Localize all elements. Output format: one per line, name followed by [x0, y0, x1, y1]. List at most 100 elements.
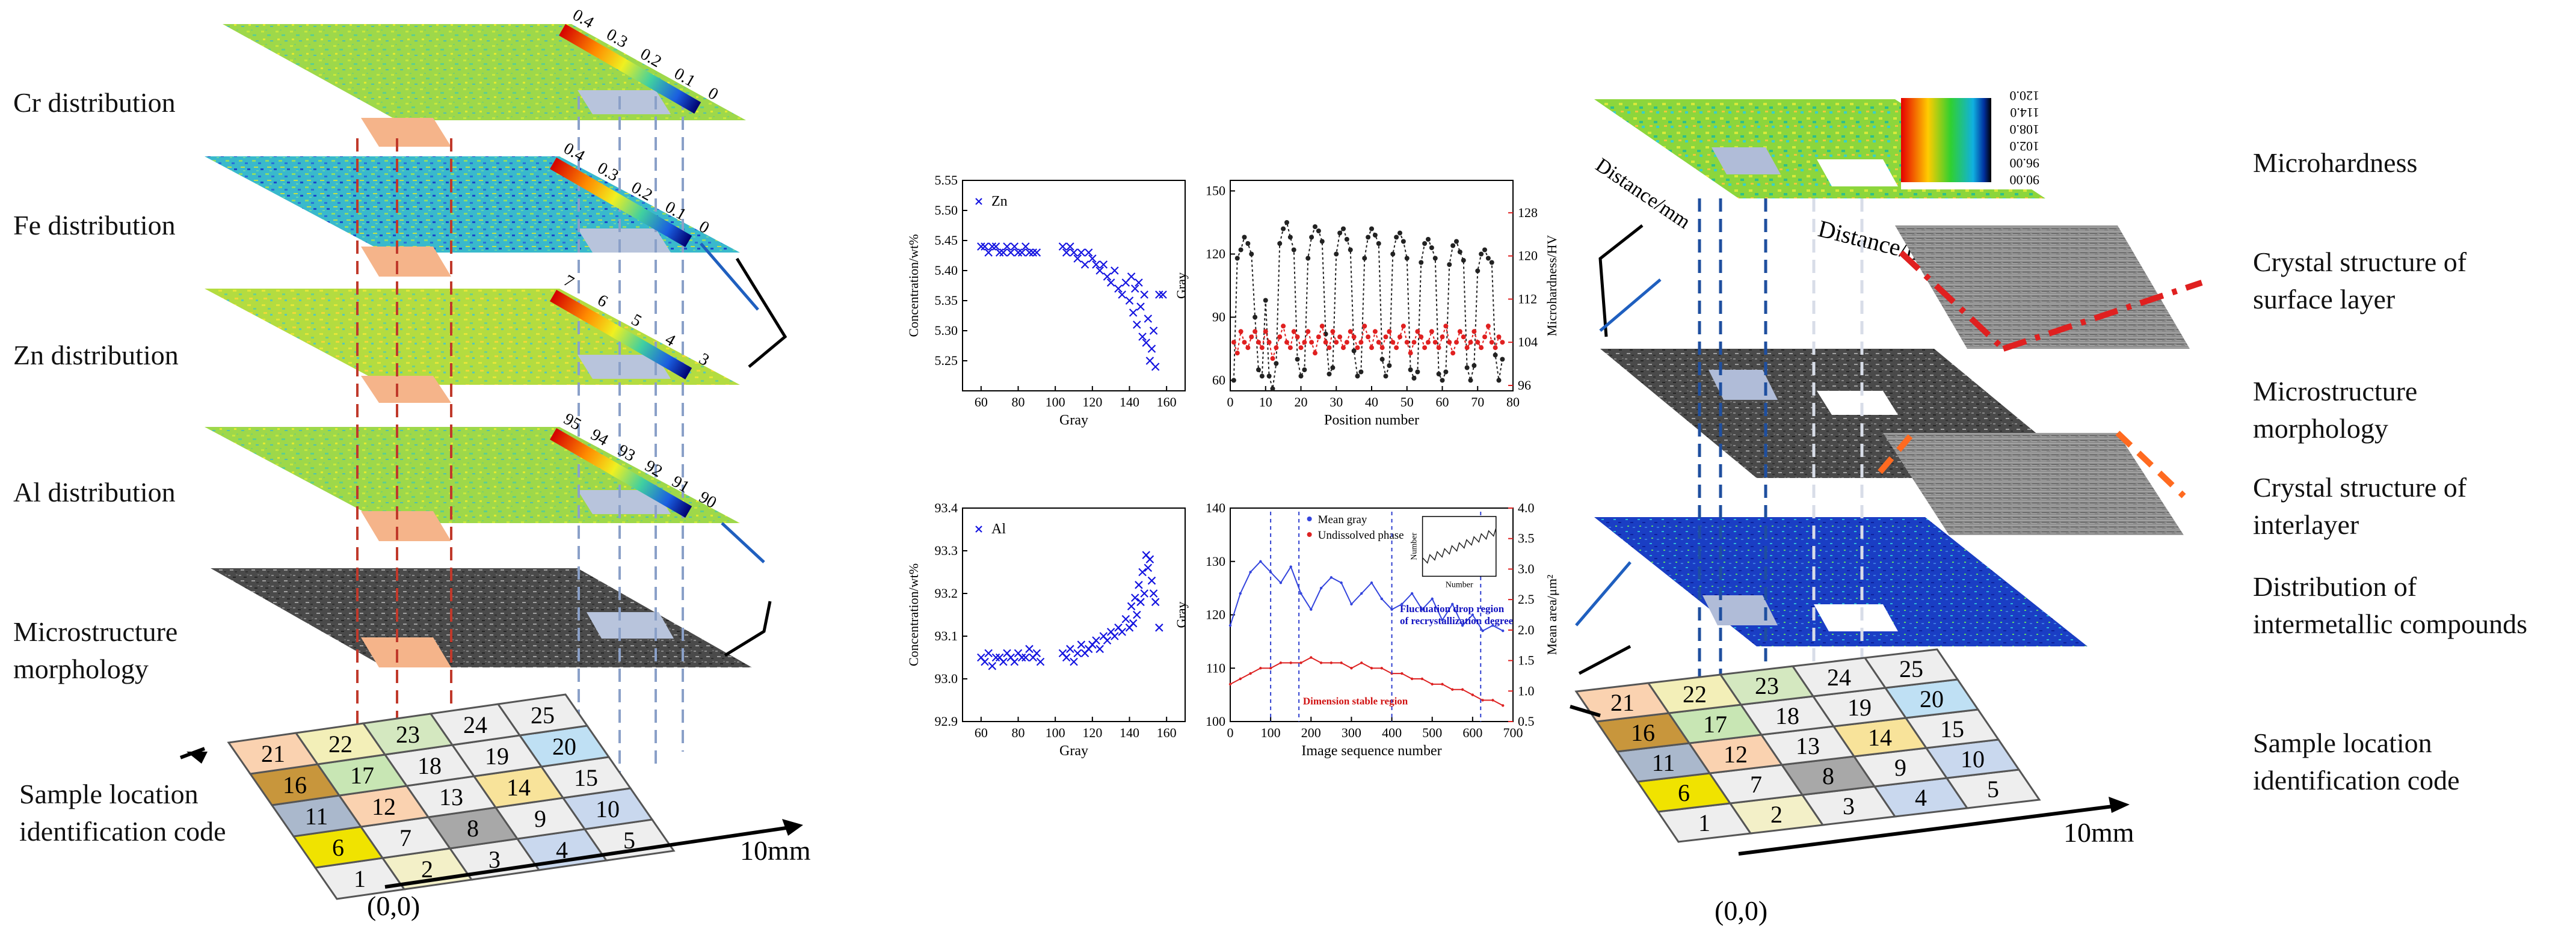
- series-point: [1284, 220, 1289, 225]
- grid-cell: [1863, 648, 1959, 689]
- series-point: [1277, 241, 1283, 246]
- grid-cell-code: 13: [1796, 732, 1820, 759]
- scatter-point: [1144, 314, 1153, 323]
- series-point: [1489, 260, 1494, 265]
- y2-tick-label: 128: [1518, 205, 1538, 220]
- grid-cell-code: 18: [418, 752, 442, 779]
- scatter-point: [1003, 242, 1011, 251]
- series-point: [1249, 251, 1254, 257]
- series-point: [1400, 239, 1406, 244]
- fe-colorbar-tick: 0: [696, 217, 713, 238]
- grid-cell-code: 8: [1822, 762, 1834, 789]
- series-point: [1358, 369, 1364, 375]
- chart-zn-scatter: 60 80 100 120 140 160 5.25 5.30 5.35 5.40 5.45 5.50…: [906, 173, 1186, 428]
- x-tick-label: 100: [1046, 725, 1065, 740]
- series-point: [1287, 235, 1293, 240]
- scatter-point: [988, 242, 997, 251]
- legend-label: Al: [991, 521, 1006, 537]
- series-point: [1327, 345, 1332, 351]
- grid-cell-code: 14: [1868, 724, 1892, 751]
- y-tick-label: 93.1: [935, 628, 958, 643]
- label-microstructure-left: Microstructure morphology: [13, 616, 178, 684]
- series-point: [1334, 340, 1339, 345]
- x-tick-label: 30: [1330, 394, 1343, 409]
- series-point: [1249, 334, 1254, 340]
- y-tick-label: 130: [1206, 554, 1225, 569]
- series-point: [1496, 378, 1502, 383]
- annotation-label: Fluctuation drop region: [1400, 603, 1505, 615]
- grid-cell-code: 16: [1631, 719, 1655, 746]
- grid-cell-code: 18: [1775, 702, 1799, 729]
- y-tick-label: 110: [1206, 660, 1225, 675]
- series-point: [1344, 340, 1349, 345]
- series-point: [1502, 629, 1505, 633]
- series-point: [1400, 602, 1404, 605]
- series-point: [1319, 323, 1325, 329]
- series-line: [1230, 657, 1503, 707]
- y-axis-label: Concentration/wt%: [906, 234, 921, 337]
- series-point: [1461, 688, 1464, 691]
- grid-cell-code: 17: [350, 762, 374, 789]
- series-point: [1410, 592, 1414, 595]
- x-tick-label: 120: [1082, 725, 1102, 740]
- x-tick-label: 70: [1471, 394, 1484, 409]
- series-point: [1337, 334, 1343, 340]
- series-point: [1394, 345, 1399, 351]
- scatter-point: [1129, 308, 1138, 317]
- hardness-colorbar: [1901, 93, 2088, 189]
- hardness-axis-label-2: Distance/mm: [1592, 154, 1695, 233]
- legend-marker: [1307, 532, 1312, 537]
- grid-cell-code: 6: [332, 834, 344, 861]
- scatter-point: [999, 657, 1008, 666]
- legend-label: Mean gray: [1318, 513, 1367, 526]
- y-tick-label: 5.45: [935, 233, 958, 248]
- x-tick-label: 0: [1227, 725, 1234, 740]
- series-point: [1489, 340, 1494, 345]
- scatter-point: [1111, 266, 1119, 275]
- grid-cell-code: 15: [1940, 716, 1964, 743]
- scatter-point: [1077, 640, 1086, 649]
- scatter-point: [1130, 284, 1139, 293]
- scatter-point: [1151, 598, 1160, 606]
- right-layer-stack: 120.0 114.0 108.0 102.0 96.00 90.00 Distance/…: [1570, 88, 2203, 856]
- y-tick-label: 5.55: [935, 173, 958, 188]
- y2-tick-label: 96: [1518, 378, 1531, 393]
- series-point: [1493, 352, 1498, 358]
- grid-cell-code: 14: [507, 774, 531, 801]
- series-point: [1408, 351, 1413, 356]
- series-point: [1330, 329, 1336, 334]
- series-point: [1450, 243, 1456, 248]
- series-point: [1350, 602, 1353, 605]
- series-point: [1253, 329, 1258, 334]
- scatter-point: [991, 242, 1000, 251]
- x-tick-label: 60: [1436, 394, 1449, 409]
- x-tick-label: 200: [1301, 725, 1321, 740]
- series-point: [1390, 251, 1396, 257]
- series-point: [1436, 345, 1441, 351]
- series-point: [1461, 624, 1464, 627]
- series-point: [1457, 250, 1462, 254]
- series-point: [1482, 334, 1487, 340]
- series-point: [1443, 323, 1449, 329]
- series-point: [1422, 241, 1428, 246]
- series-point: [1410, 677, 1414, 681]
- series-point: [1270, 356, 1275, 361]
- scatter-point: [1092, 636, 1100, 645]
- scatter-point: [1017, 248, 1026, 257]
- scatter-point: [1114, 284, 1123, 293]
- grid-cell-code: 8: [467, 815, 479, 842]
- y2-tick-label: 2.0: [1518, 622, 1535, 637]
- scatter-point: [1140, 589, 1148, 598]
- series-point: [1242, 235, 1247, 240]
- series-point: [1366, 334, 1371, 340]
- series-point: [1493, 345, 1498, 351]
- bracket-right-1: [1598, 224, 1644, 337]
- scatter-point: [1151, 363, 1160, 371]
- series-point: [1234, 351, 1240, 356]
- scatter-point: [1138, 568, 1147, 577]
- scatter-point: [1010, 657, 1019, 666]
- scatter-point: [977, 242, 985, 251]
- y2-tick-label: 1.5: [1518, 653, 1535, 668]
- series-point: [1432, 256, 1438, 261]
- x-axis-label: Gray: [1059, 743, 1088, 759]
